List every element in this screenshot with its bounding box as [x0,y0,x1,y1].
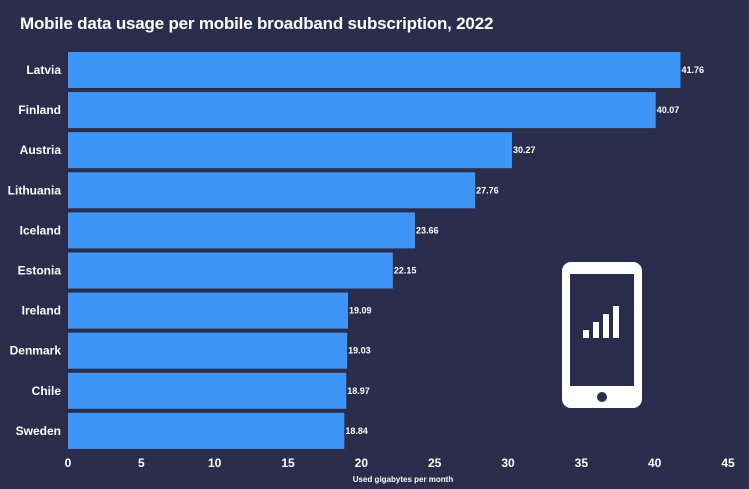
category-label: Denmark [10,344,62,358]
category-label: Latvia [26,63,61,77]
category-label: Finland [18,103,61,117]
data-label: 19.09 [349,306,372,316]
category-label: Iceland [20,223,61,237]
x-tick-label: 30 [501,456,515,470]
category-label: Austria [20,143,62,157]
bar-lithuania [68,172,476,209]
x-tick-label: 5 [138,456,145,470]
bar-austria [68,132,512,169]
x-tick-label: 25 [428,456,442,470]
category-label: Ireland [22,304,61,318]
data-label: 18.84 [345,426,368,436]
bar-ireland [68,292,348,329]
chart-title: Mobile data usage per mobile broadband s… [20,14,494,33]
data-label: 19.03 [348,346,371,356]
x-tick-label: 0 [65,456,72,470]
category-label: Estonia [18,264,62,278]
category-label: Sweden [16,424,61,438]
bar-finland [68,92,656,129]
category-label: Lithuania [8,183,62,197]
data-label: 27.76 [476,185,499,195]
data-label: 22.15 [394,266,417,276]
x-tick-label: 15 [281,456,295,470]
data-label: 30.27 [513,145,536,155]
bar-latvia [68,52,681,88]
bar-chile [68,372,347,409]
data-label: 41.76 [681,65,704,75]
x-tick-label: 20 [355,456,369,470]
bar-sweden [68,412,345,449]
x-tick-label: 35 [575,456,589,470]
x-tick-label: 40 [648,456,662,470]
x-axis-label: Used gigabytes per month [353,475,454,484]
data-label: 18.97 [347,386,370,396]
x-tick-label: 45 [721,456,735,470]
bar-iceland [68,212,416,249]
category-label: Chile [32,384,62,398]
bar-denmark [68,332,348,369]
data-label: 23.66 [416,225,439,235]
x-tick-label: 10 [208,456,222,470]
bar-estonia [68,252,393,289]
data-label: 40.07 [657,105,680,115]
